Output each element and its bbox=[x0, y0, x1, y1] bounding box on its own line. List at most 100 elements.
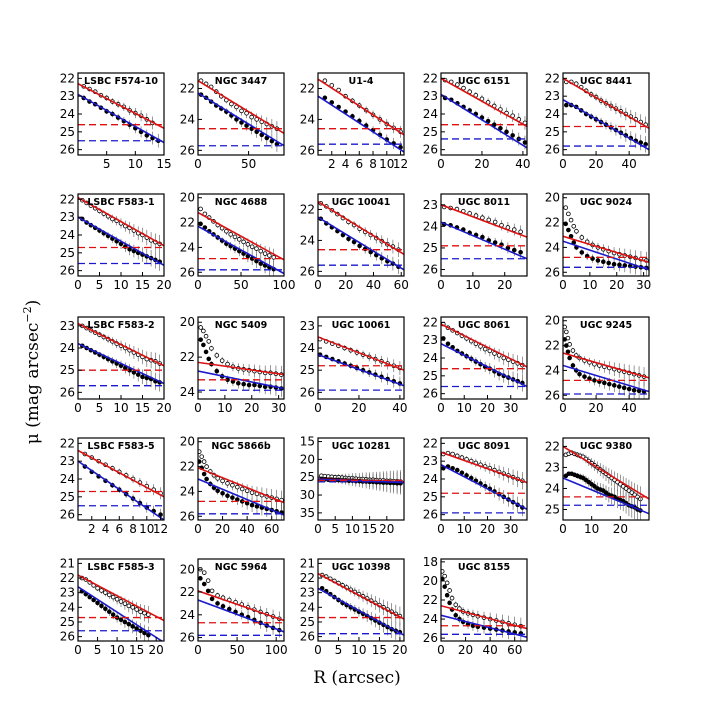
x-tick-label: 20 bbox=[480, 401, 495, 415]
y-tick-label: 25 bbox=[60, 363, 75, 377]
panel-title: NGC 5964 bbox=[215, 562, 268, 573]
data-point-filled bbox=[518, 249, 523, 255]
panel-plot-area bbox=[441, 77, 527, 150]
panel-frame bbox=[317, 437, 405, 521]
y-tick-label: 25 bbox=[60, 490, 75, 504]
fit-line-red bbox=[563, 445, 649, 500]
data-point-filled bbox=[611, 261, 617, 267]
panel-ngc-3447: NGC 3447 0 50 22 24 26 bbox=[180, 72, 285, 171]
data-point-filled bbox=[95, 600, 100, 606]
y-tick-label: 26 bbox=[545, 265, 560, 279]
data-point-open bbox=[447, 588, 452, 593]
y-tick-label: 25 bbox=[60, 615, 75, 629]
data-point-filled bbox=[209, 596, 215, 602]
panel-ugc-10061: UGC 10061 0 20 40 23 24 25 26 bbox=[300, 316, 408, 415]
data-point-filled bbox=[215, 488, 220, 494]
y-tick-label: 21 bbox=[300, 556, 315, 570]
x-tick-label: 8 bbox=[129, 522, 137, 536]
data-point-open bbox=[199, 454, 204, 459]
data-point-filled bbox=[510, 133, 515, 138]
data-point-open bbox=[99, 588, 104, 593]
y-tick-label: 26 bbox=[60, 264, 75, 278]
y-tick-label: 23 bbox=[60, 210, 75, 224]
data-point-open bbox=[570, 348, 576, 353]
data-point-open bbox=[232, 234, 238, 240]
y-tick-label: 26 bbox=[423, 143, 438, 157]
data-point-open bbox=[566, 211, 571, 217]
x-tick-label: 30 bbox=[503, 522, 518, 536]
data-point-open bbox=[254, 246, 259, 251]
x-tick-label: 20 bbox=[338, 278, 353, 292]
y-tick-label: 22 bbox=[300, 202, 315, 216]
panel-frame bbox=[317, 558, 405, 642]
x-tick-label: 50 bbox=[233, 278, 248, 292]
data-point-filled bbox=[214, 368, 220, 374]
y-tick-label: 25 bbox=[423, 125, 438, 139]
panel-title: UGC 8061 bbox=[458, 320, 510, 331]
panel-plot-area bbox=[563, 324, 649, 399]
data-point-open bbox=[239, 486, 245, 492]
data-point-filled bbox=[617, 262, 622, 268]
y-tick-label: 22 bbox=[423, 315, 438, 329]
x-tick-label: 0 bbox=[437, 278, 445, 292]
data-point-filled bbox=[230, 495, 235, 500]
data-point-filled bbox=[453, 612, 459, 618]
x-tick-label: 15 bbox=[372, 643, 387, 657]
fit-line-red bbox=[198, 467, 284, 504]
data-point-filled bbox=[236, 380, 241, 386]
data-point-filled bbox=[198, 459, 202, 464]
panel-frame bbox=[317, 193, 405, 277]
panel-ugc-9245: UGC 9245 0 20 40 20 22 24 26 bbox=[545, 314, 650, 415]
panel-plot-area bbox=[563, 205, 649, 276]
y-tick-label: 20 bbox=[300, 452, 315, 466]
data-point-open bbox=[118, 599, 124, 604]
fit-line-blue bbox=[198, 370, 284, 390]
panel-plot-area bbox=[78, 82, 164, 148]
fit-line-red bbox=[441, 604, 527, 630]
panel-ugc-8011: UGC 8011 0 10 20 23 24 25 26 bbox=[423, 193, 528, 292]
data-point-filled bbox=[198, 337, 203, 342]
x-tick-label: 10 bbox=[139, 522, 154, 536]
data-point-filled bbox=[611, 383, 617, 388]
data-point-filled bbox=[577, 371, 582, 377]
data-point-filled bbox=[205, 588, 211, 594]
data-point-open bbox=[239, 108, 244, 114]
y-tick-label: 23 bbox=[300, 319, 315, 333]
data-point-open bbox=[267, 253, 272, 258]
fit-line-blue bbox=[198, 599, 284, 633]
data-point-filled bbox=[582, 374, 587, 379]
fit-line-blue bbox=[318, 216, 404, 271]
panel-plot-area bbox=[318, 336, 404, 391]
fit-line-blue bbox=[78, 460, 164, 520]
y-tick-label: 26 bbox=[300, 264, 315, 278]
x-tick-label: 40 bbox=[622, 401, 637, 415]
panel-plot-area bbox=[78, 196, 164, 271]
data-point-filled bbox=[249, 502, 255, 508]
x-tick-label: 5 bbox=[96, 401, 104, 415]
data-point-filled bbox=[201, 342, 206, 348]
y-tick-label: 22 bbox=[545, 71, 560, 85]
y-tick-label: 22 bbox=[180, 81, 195, 95]
data-point-open bbox=[492, 351, 497, 356]
fit-line-blue bbox=[441, 464, 527, 511]
x-tick-label: 10 bbox=[584, 522, 599, 536]
data-point-open bbox=[235, 484, 240, 490]
y-tick-label: 26 bbox=[300, 143, 315, 157]
y-tick-label: 24 bbox=[300, 112, 315, 126]
panel-frame bbox=[440, 193, 528, 277]
x-tick-label: 20 bbox=[379, 522, 394, 536]
x-tick-label: 12 bbox=[153, 522, 168, 536]
y-tick-label: 20 bbox=[180, 562, 195, 576]
y-tick-label: 26 bbox=[60, 630, 75, 644]
data-point-filled bbox=[201, 471, 207, 477]
panel-plot-area bbox=[78, 449, 164, 520]
x-tick-label: 10 bbox=[109, 643, 124, 657]
data-point-filled bbox=[567, 355, 572, 361]
data-point-filled bbox=[220, 603, 226, 609]
y-tick-label: 26 bbox=[300, 630, 315, 644]
y-tick-label: 26 bbox=[180, 509, 195, 523]
data-point-filled bbox=[445, 341, 451, 347]
y-tick-label: 23 bbox=[423, 198, 438, 212]
